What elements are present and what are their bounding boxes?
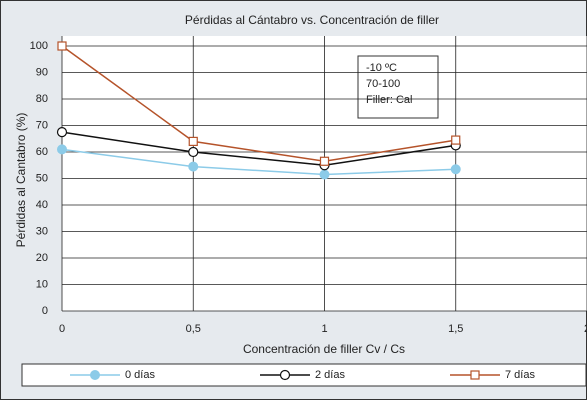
y-tick-label: 40 [36, 199, 48, 211]
y-tick-label: 50 [36, 172, 48, 184]
x-tick-label: 0 [59, 323, 65, 335]
legend-label: 0 días [125, 369, 155, 381]
series-line [61, 45, 456, 163]
data-point [56, 127, 68, 138]
data-point [57, 41, 67, 51]
y-tick-label: 30 [36, 225, 48, 237]
y-tick-label: 90 [36, 66, 48, 78]
data-point [57, 144, 67, 155]
data-point [188, 136, 198, 146]
y-tick-label: 20 [36, 252, 48, 264]
x-tick-label: 0,5 [186, 323, 201, 335]
y-tick-label: 0 [42, 305, 48, 317]
data-point [451, 135, 461, 145]
annotation: Filler: Cal [366, 94, 412, 106]
legend-label: 7 días [505, 369, 535, 381]
annotation: 70-100 [366, 78, 400, 90]
data-point [188, 146, 199, 158]
x-tick-label: 2 [584, 323, 587, 335]
data-point [319, 156, 330, 166]
x-axis-label: Concentración de filler Cv / Cs [243, 342, 405, 356]
x-tick-label: 1 [321, 323, 327, 335]
y-tick-label: 70 [36, 119, 48, 131]
data-point [188, 161, 199, 172]
annotation-box [357, 55, 439, 119]
legend-marker [90, 370, 100, 380]
y-tick-label: 10 [36, 278, 48, 290]
legend-marker [279, 369, 291, 381]
y-tick-label: 100 [30, 40, 48, 52]
y-tick-label: 80 [36, 93, 48, 105]
chart-title: Pérdidas al Cántabro vs. Concentración d… [185, 13, 439, 27]
x-tick-label: 1,5 [448, 323, 463, 335]
y-axis-label: Pérdidas al Cantabro (%) [14, 113, 28, 248]
data-point [319, 169, 330, 180]
data-point [450, 164, 461, 175]
legend-marker [470, 370, 480, 380]
y-tick-label: 60 [36, 146, 48, 158]
legend-label: 2 días [315, 369, 345, 381]
annotation: -10 ºC [366, 62, 397, 74]
series-line [61, 131, 456, 167]
series-line [61, 148, 456, 176]
